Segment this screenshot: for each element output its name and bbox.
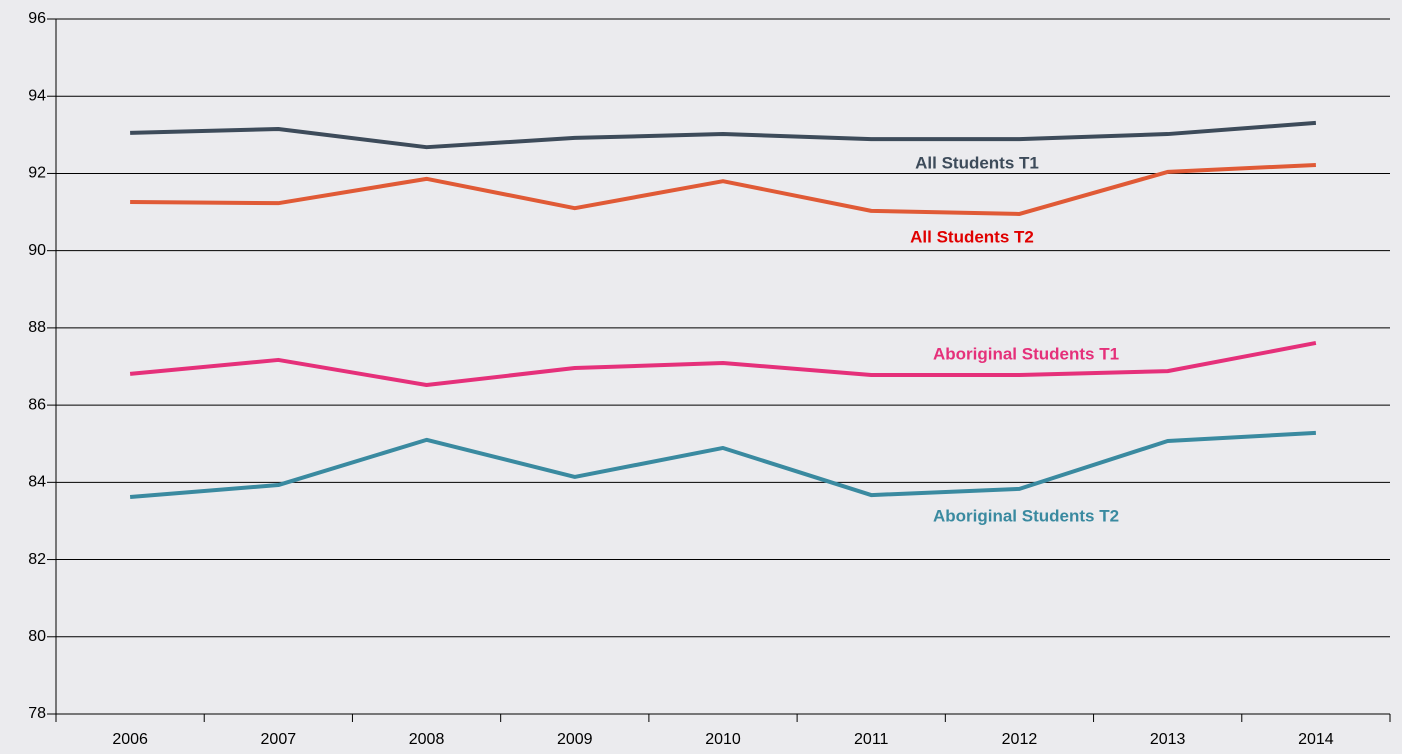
y-tick-label: 92 xyxy=(28,165,46,182)
series-label: Aboriginal Students T1 xyxy=(933,344,1119,363)
x-tick-label: 2008 xyxy=(409,731,445,748)
series-line xyxy=(129,340,1317,388)
y-tick-label: 86 xyxy=(28,396,46,413)
y-tick-label: 94 xyxy=(28,87,46,104)
x-tick-label: 2012 xyxy=(1002,731,1038,748)
y-tick-label: 82 xyxy=(28,551,46,568)
x-tick-label: 2011 xyxy=(854,731,889,748)
x-tick-label: 2009 xyxy=(557,731,593,748)
x-tick-label: 2006 xyxy=(112,731,148,748)
series-label: All Students T2 xyxy=(910,227,1034,246)
y-tick-label: 88 xyxy=(28,319,46,336)
x-tick-label: 2013 xyxy=(1150,731,1186,748)
x-tick-label: 2014 xyxy=(1298,731,1334,748)
series-label: All Students T1 xyxy=(915,154,1039,173)
x-tick-label: 2010 xyxy=(705,731,741,748)
y-tick-label: 80 xyxy=(28,628,46,645)
series-line xyxy=(129,430,1316,499)
y-tick-label: 96 xyxy=(28,10,46,27)
series-line xyxy=(130,120,1317,150)
y-tick-label: 90 xyxy=(28,242,46,259)
y-tick-label: 78 xyxy=(28,705,46,722)
x-tick-label: 2007 xyxy=(261,731,297,748)
y-tick-label: 84 xyxy=(28,474,46,491)
series-label: Aboriginal Students T2 xyxy=(933,507,1119,526)
series-line xyxy=(130,162,1316,216)
